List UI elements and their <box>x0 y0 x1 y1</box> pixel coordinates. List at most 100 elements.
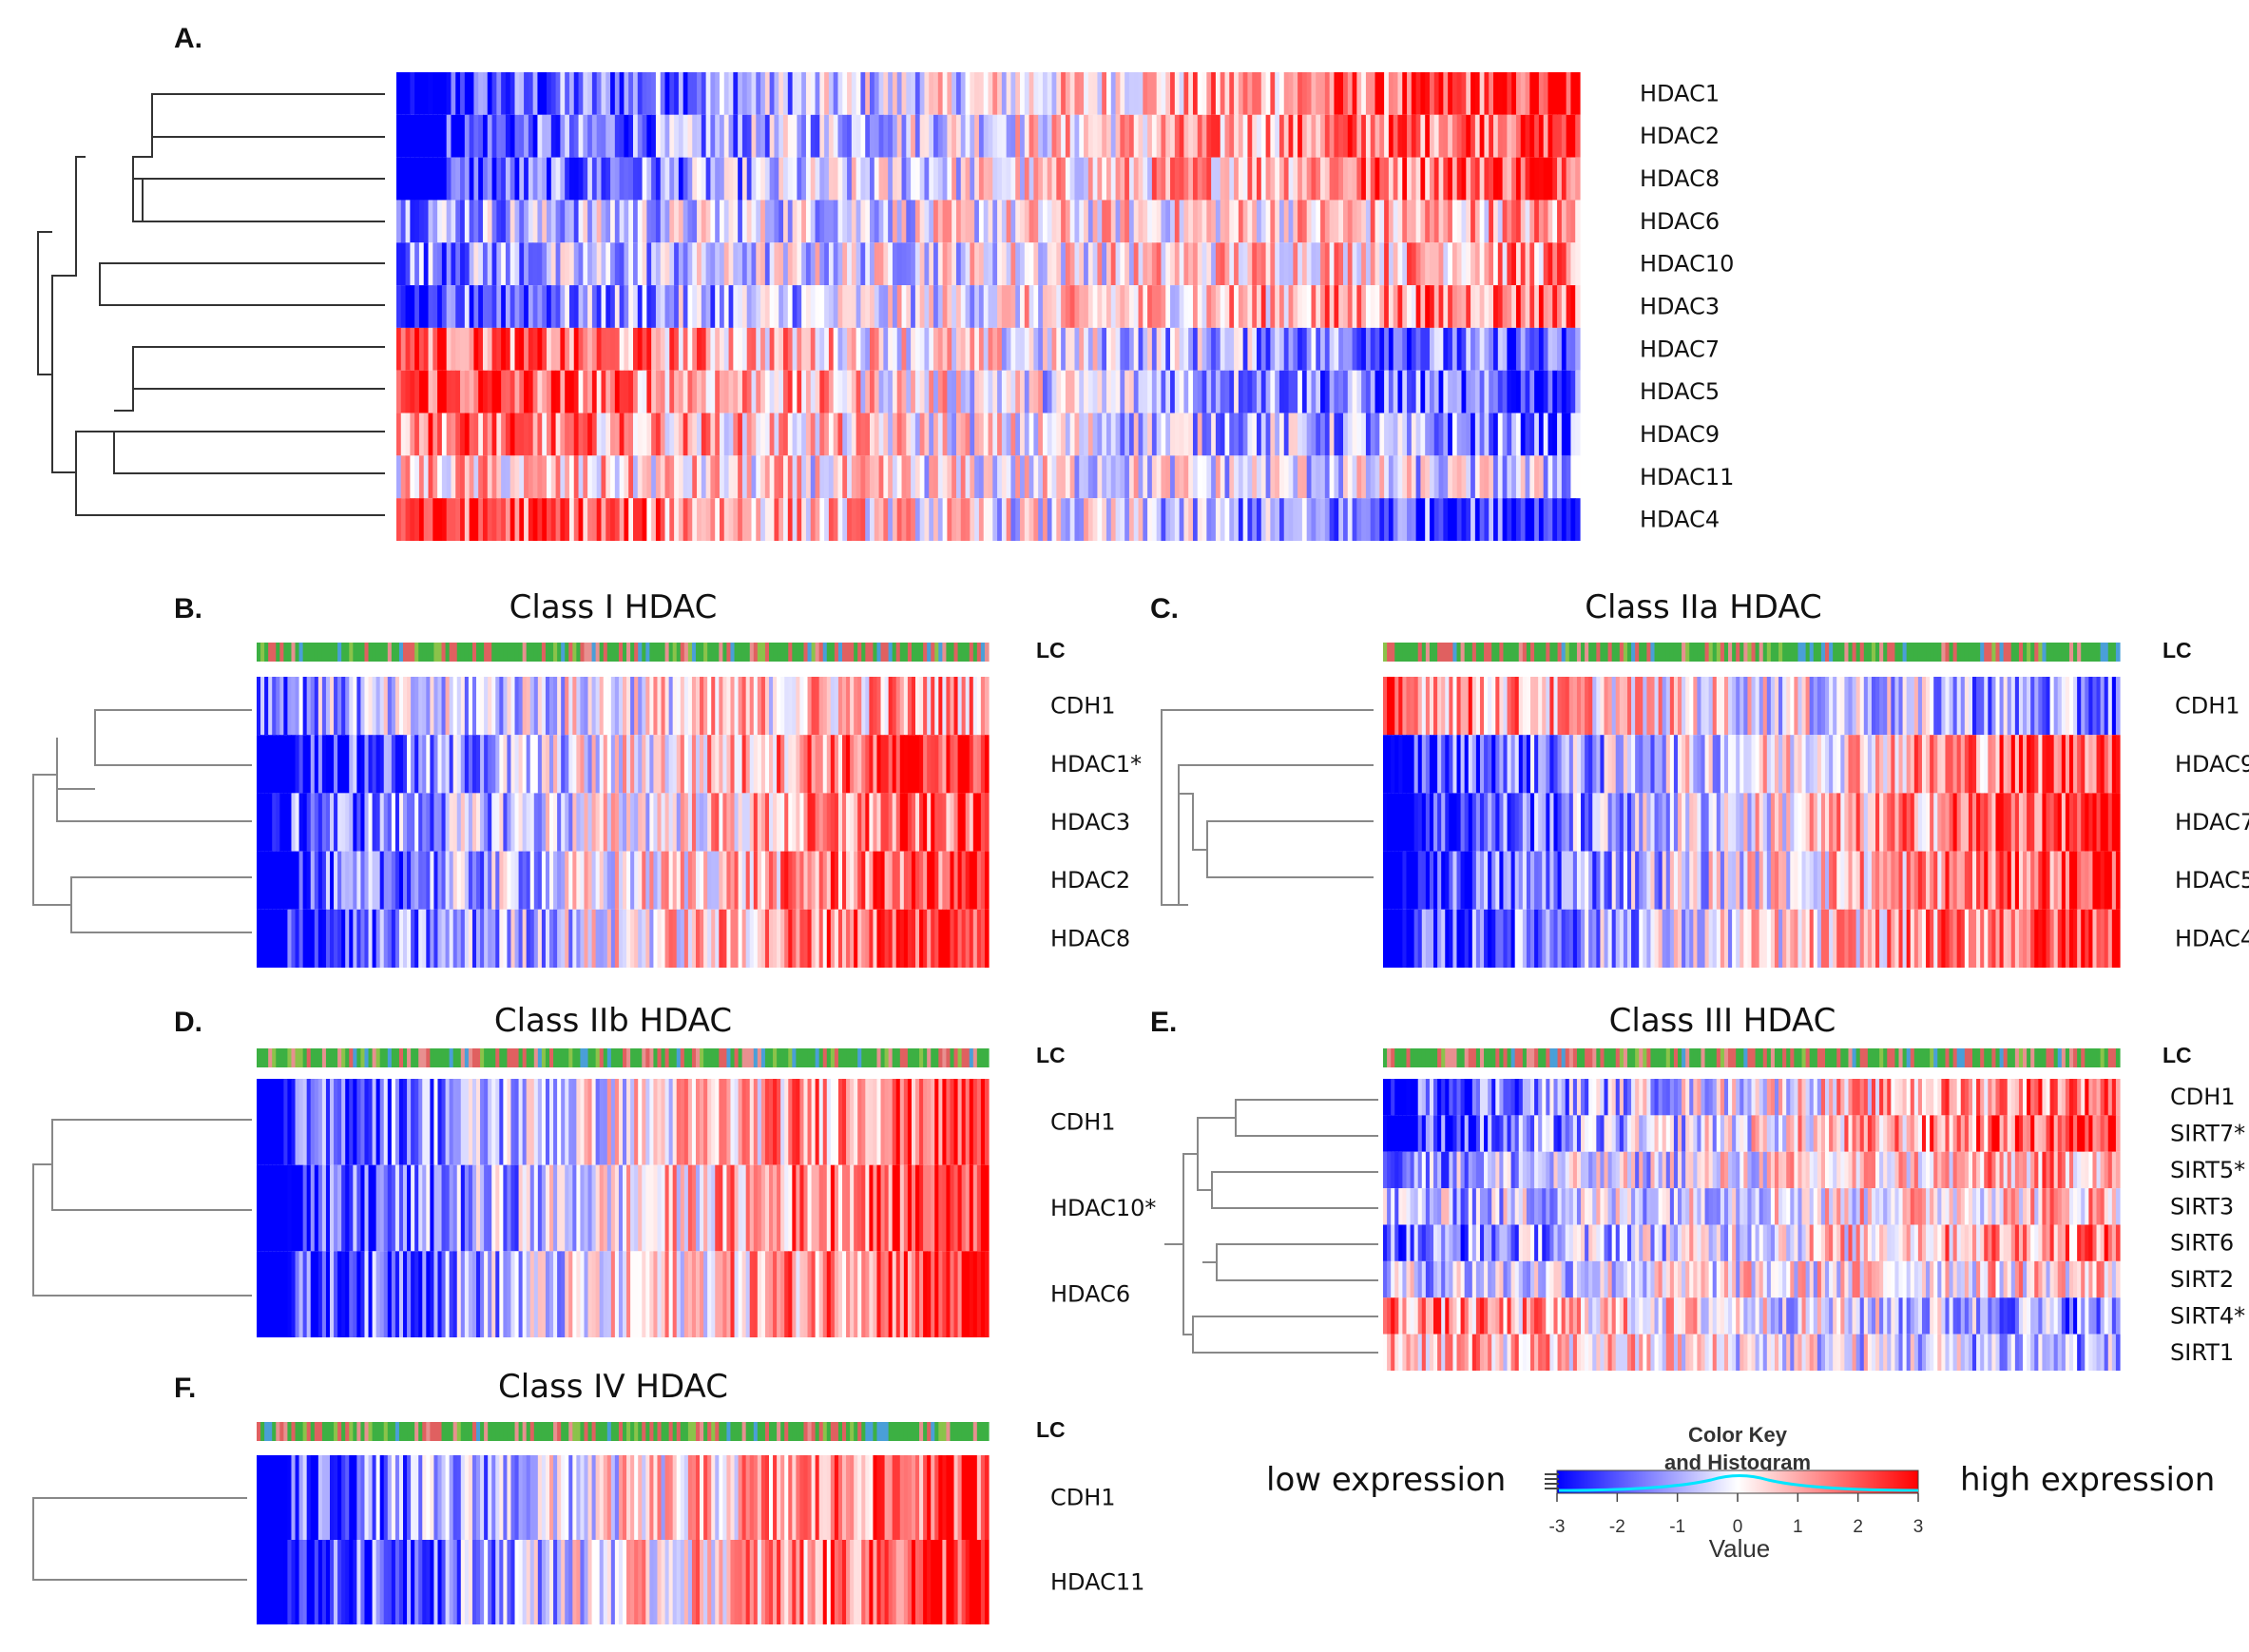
heatmap-cell <box>349 677 354 736</box>
heatmap-cell <box>1570 327 1576 371</box>
heatmap-cell <box>1538 498 1545 541</box>
heatmap-cell <box>1999 793 2005 852</box>
heatmap-cell <box>317 851 323 910</box>
heatmap-cell <box>974 285 980 328</box>
heatmap-cell <box>418 370 425 413</box>
heatmap-cell <box>865 735 870 794</box>
heatmap-cell <box>1188 327 1194 371</box>
heatmap-cell <box>1301 498 1308 541</box>
heatmap-cell <box>1960 793 1966 852</box>
heatmap-cell <box>1147 200 1153 243</box>
heatmap-cell <box>833 327 839 371</box>
heatmap-cell <box>1306 455 1313 499</box>
heatmap-cell <box>1147 157 1153 201</box>
heatmap-cell <box>606 677 612 736</box>
annotation-cell <box>310 643 316 662</box>
heatmap-cell <box>769 735 774 794</box>
heatmap-cell <box>830 909 836 968</box>
heatmap-cell <box>473 114 479 158</box>
heatmap-cell <box>651 242 657 286</box>
heatmap-cell <box>1411 370 1417 413</box>
heatmap-cell <box>826 851 832 910</box>
heatmap-cell <box>614 72 621 115</box>
heatmap-cell <box>1438 413 1444 456</box>
heatmap-cell <box>1151 242 1158 286</box>
heatmap-cell <box>1529 455 1535 499</box>
heatmap-cell <box>411 735 415 794</box>
heatmap-cell <box>1471 735 1477 794</box>
heatmap-cell <box>760 851 766 910</box>
annotation-cell <box>638 643 643 662</box>
heatmap-cell <box>522 793 528 852</box>
heatmap-cell <box>1220 455 1226 499</box>
heatmap-cell <box>1384 157 1390 201</box>
heatmap-cell <box>522 909 528 968</box>
heatmap-cell <box>587 200 593 243</box>
heatmap-cell <box>1170 157 1176 201</box>
heatmap-cell <box>760 370 766 413</box>
heatmap-cell <box>861 677 866 736</box>
heatmap-cell <box>914 285 921 328</box>
heatmap-cell <box>1298 455 1303 499</box>
heatmap-cell <box>756 498 761 541</box>
heatmap-cell <box>715 677 720 736</box>
annotation-cell <box>2104 643 2109 662</box>
annotation-cell <box>302 643 308 662</box>
heatmap-cell <box>1669 851 1675 910</box>
heatmap-cell <box>1547 413 1553 456</box>
annotation-cell <box>565 643 569 662</box>
heatmap-cell <box>471 735 477 794</box>
heatmap-cell <box>476 793 481 852</box>
heatmap-cell <box>568 327 575 371</box>
heatmap-cell <box>683 735 689 794</box>
annotation-cell <box>2010 643 2016 662</box>
heatmap-cell <box>780 909 785 968</box>
heatmap-cell <box>769 285 776 328</box>
heatmap-cell <box>855 157 862 201</box>
heatmap-cell <box>487 370 493 413</box>
heatmap-cell <box>510 909 516 968</box>
heatmap-cell <box>660 200 666 243</box>
heatmap-cell <box>914 327 921 371</box>
heatmap-cell <box>264 851 269 910</box>
heatmap-cell <box>1188 157 1194 201</box>
heatmap-cell <box>1387 793 1392 852</box>
heatmap-cell <box>1234 285 1240 328</box>
heatmap-cell <box>722 851 728 910</box>
heatmap-cell <box>514 114 520 158</box>
heatmap-cell <box>1456 413 1463 456</box>
heatmap-cell <box>1443 157 1449 201</box>
heatmap-cell <box>741 72 748 115</box>
heatmap-cell <box>1161 114 1166 158</box>
heatmap-cell <box>961 793 967 852</box>
heatmap-cell <box>1425 909 1431 968</box>
heatmap-cell <box>509 498 516 541</box>
heatmap-cell <box>884 793 890 852</box>
heatmap-cell <box>738 851 743 910</box>
annotation-cell <box>1712 643 1718 662</box>
heatmap-cell <box>1174 114 1181 158</box>
heatmap-cell <box>938 851 943 910</box>
heatmap-cell <box>997 200 1003 243</box>
heatmap-cell <box>1001 285 1008 328</box>
heatmap-cell <box>1087 413 1094 456</box>
heatmap-cell <box>757 735 762 794</box>
heatmap-cell <box>888 157 894 201</box>
heatmap-cell <box>1183 285 1189 328</box>
heatmap-cell <box>537 677 543 736</box>
heatmap-cell <box>1084 370 1089 413</box>
heatmap-cell <box>317 677 323 736</box>
heatmap-cell <box>1411 200 1417 243</box>
heatmap-cell <box>1407 413 1413 456</box>
heatmap-cell <box>1456 242 1463 286</box>
heatmap-cell <box>1051 72 1057 115</box>
heatmap-cell <box>1411 285 1417 328</box>
heatmap-cell <box>830 851 836 910</box>
heatmap-cell <box>398 909 404 968</box>
heatmap-cell <box>1033 285 1039 328</box>
heatmap-cell <box>646 242 652 286</box>
heatmap-cell <box>803 735 809 794</box>
heatmap-cell <box>929 455 934 499</box>
heatmap-cell <box>801 327 807 371</box>
heatmap-cell <box>473 72 479 115</box>
